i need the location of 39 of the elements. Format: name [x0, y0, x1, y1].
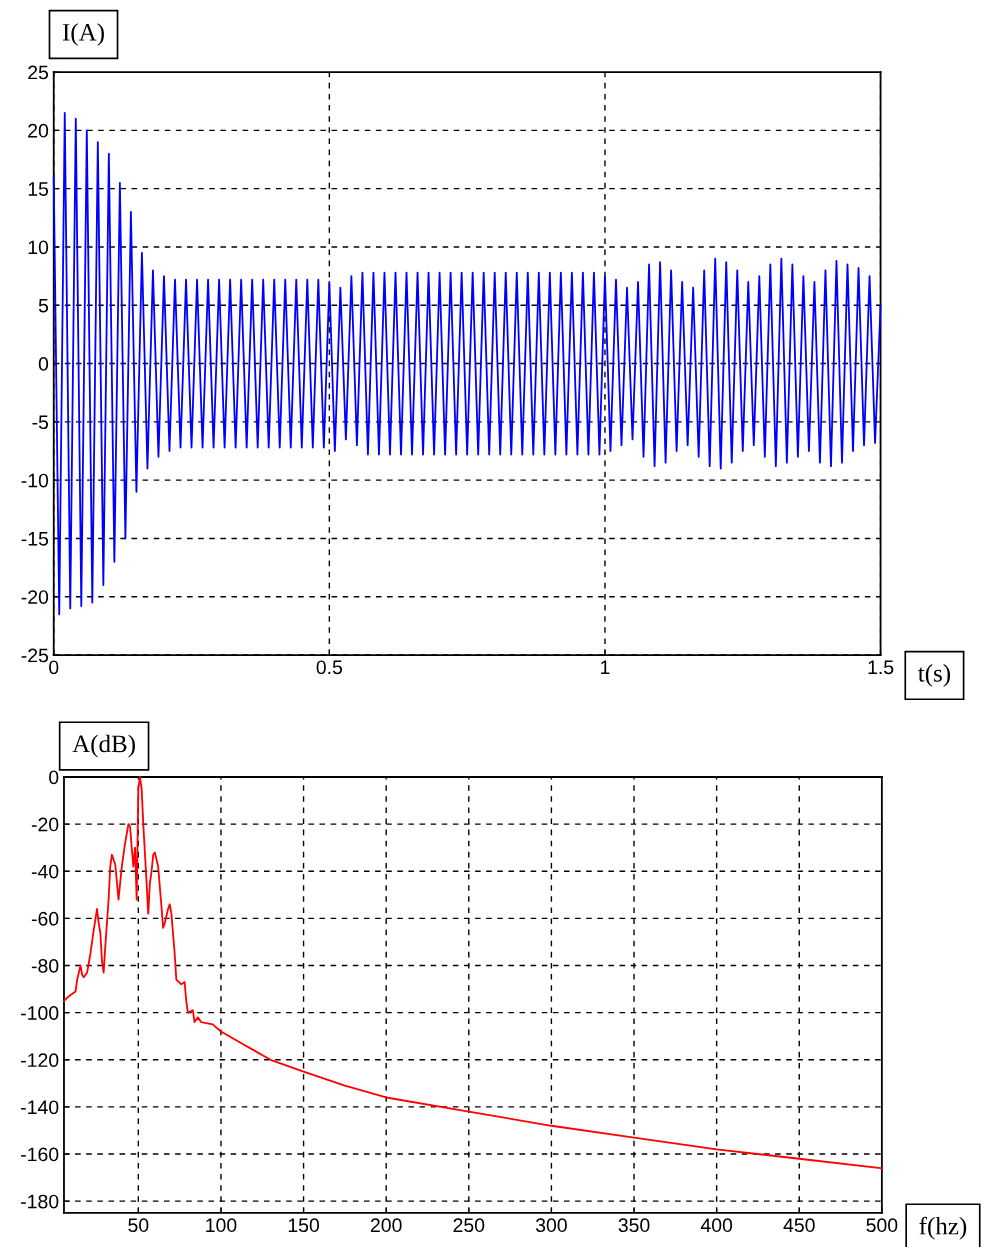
- x-tick-label: 350: [618, 1218, 650, 1233]
- y-tick-label: -80: [31, 958, 59, 973]
- x-axis-title: f(hz): [919, 1216, 967, 1240]
- x-tick-label: 500: [866, 1218, 898, 1233]
- x-tick-label: 1: [601, 660, 610, 674]
- y-tick-label: -15: [21, 532, 49, 546]
- y-tick-label: -100: [21, 1006, 59, 1020]
- y-tick-label: -40: [31, 864, 59, 879]
- y-tick-label: -120: [21, 1053, 59, 1068]
- x-tick-label: 0.5: [316, 660, 343, 675]
- y-tick-label: -140: [21, 1100, 59, 1115]
- y-axis-title: I(A): [62, 23, 104, 46]
- y-tick-label: -60: [31, 911, 59, 926]
- y-tick-label: 15: [28, 182, 49, 196]
- x-tick-label: 1.5: [868, 660, 894, 675]
- x-tick-label: 150: [288, 1218, 320, 1233]
- x-tick-label: 100: [206, 1218, 237, 1233]
- y-tick-label: 20: [28, 123, 49, 138]
- y-tick-label: 5: [38, 298, 49, 313]
- y-tick-label: -20: [31, 817, 59, 832]
- y-tick-label: -20: [21, 590, 49, 604]
- y-tick-label: 25: [28, 65, 49, 80]
- y-tick-label: -10: [21, 473, 49, 488]
- y-tick-label: 0: [38, 357, 49, 371]
- x-tick-label: 200: [370, 1218, 402, 1233]
- y-tick-label: -180: [21, 1194, 59, 1209]
- x-tick-label: 450: [783, 1218, 815, 1233]
- line-series: [52, 111, 882, 616]
- y-tick-label: 10: [28, 240, 49, 255]
- y-tick-label: -5: [32, 415, 49, 430]
- x-tick-label: 50: [128, 1218, 149, 1233]
- y-tick-label: 0: [49, 770, 59, 785]
- y-axis-title: A(dB): [72, 734, 135, 758]
- x-tick-label: 300: [535, 1218, 567, 1233]
- y-tick-label: -160: [21, 1147, 59, 1162]
- x-axis-title: t(s): [918, 664, 951, 687]
- y-tick-label: -25: [21, 648, 49, 663]
- x-tick-label: 250: [453, 1218, 485, 1233]
- x-tick-label: 400: [700, 1218, 733, 1233]
